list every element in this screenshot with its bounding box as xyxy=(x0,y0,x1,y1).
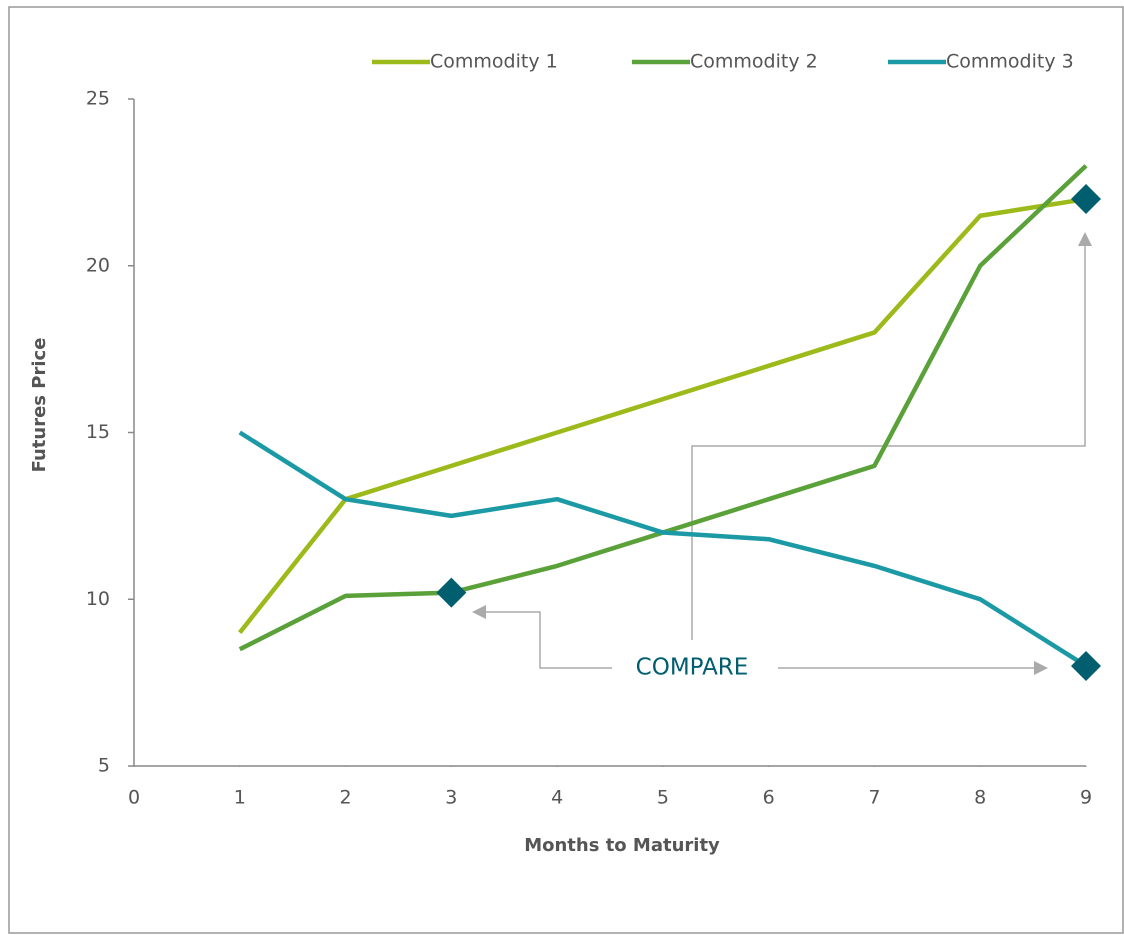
legend-label: Commodity 2 xyxy=(690,51,818,73)
x-tick-label: 6 xyxy=(763,787,775,809)
x-tick-label: 9 xyxy=(1080,787,1092,809)
arrowhead xyxy=(1078,232,1092,246)
y-tick-label: 20 xyxy=(86,254,110,276)
x-tick-label: 1 xyxy=(234,787,246,809)
x-tick-label: 2 xyxy=(340,787,352,809)
x-tick-label: 7 xyxy=(868,787,880,809)
x-axis-title: Months to Maturity xyxy=(524,835,720,856)
x-tick-label: 5 xyxy=(657,787,669,809)
y-tick-label: 15 xyxy=(86,421,110,443)
y-tick-label: 5 xyxy=(98,755,110,777)
frame xyxy=(8,6,1124,934)
x-tick-label: 0 xyxy=(128,787,140,809)
highlight-marker xyxy=(1071,650,1101,681)
series-line xyxy=(238,430,1088,668)
x-tick-label: 4 xyxy=(551,787,563,809)
compare-connectors xyxy=(472,232,1092,675)
legend-label: Commodity 1 xyxy=(430,51,558,73)
connector xyxy=(482,611,612,669)
arrowhead xyxy=(472,605,486,619)
x-tick-label: 8 xyxy=(974,787,986,809)
y-tick-label: 25 xyxy=(86,88,110,110)
highlight-marker xyxy=(436,577,467,608)
y-tick-label: 10 xyxy=(86,588,110,610)
series-line xyxy=(238,196,1087,634)
highlight-marker xyxy=(1071,184,1101,215)
legend-label: Commodity 3 xyxy=(946,51,1074,73)
x-tick-label: 3 xyxy=(445,787,457,809)
arrowhead xyxy=(1034,661,1048,675)
annotation-text: COMPARE xyxy=(636,655,749,681)
connector xyxy=(691,244,1086,640)
y-axis-title: Futures Price xyxy=(29,338,50,473)
